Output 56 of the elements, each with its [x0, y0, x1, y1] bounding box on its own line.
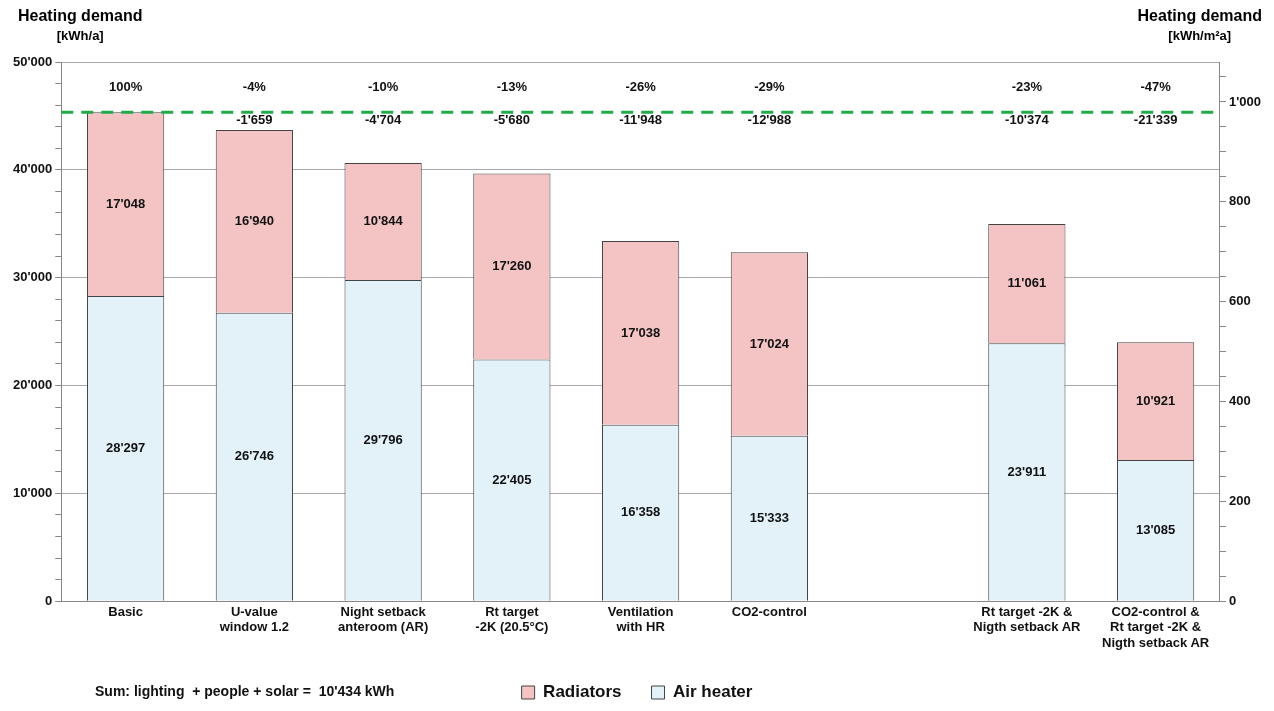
- y2-tick-label: 600: [1228, 293, 1251, 309]
- y2-tick-label: 800: [1228, 193, 1251, 209]
- data-label: 29'796: [363, 431, 403, 447]
- data-label: 16'940: [234, 213, 274, 229]
- x-tick-label: CO2-control & Rt target -2K & Nigth setback AR: [1102, 603, 1210, 650]
- y-tick-label: 20'000: [12, 377, 53, 393]
- data-label: 23'911: [1007, 463, 1047, 479]
- y-tick-label: 0: [45, 592, 53, 608]
- annotation: 100%: [108, 78, 143, 94]
- y-tick-label: 40'000: [12, 161, 53, 177]
- y2-axis-title: Heating demand [kWh/m²a]: [1137, 6, 1262, 45]
- data-label: 17'038: [620, 324, 661, 340]
- y-tick-label: 10'000: [12, 484, 53, 500]
- annotation: -21'339: [1133, 111, 1178, 127]
- y2-tick-label: 1'000: [1228, 93, 1261, 109]
- data-label: 26'746: [234, 448, 274, 464]
- x-tick-label: Night setback anteroom (AR): [337, 603, 429, 635]
- annotation: -4'704: [364, 111, 403, 127]
- annotation: -1'659: [236, 111, 273, 127]
- data-label: 10'844: [363, 212, 404, 228]
- data-label: 15'333: [749, 509, 789, 525]
- x-tick-label: U-value window 1.2: [218, 603, 290, 635]
- data-label: 22'405: [492, 471, 532, 487]
- annotation: -10'374: [1005, 111, 1050, 127]
- annotation: -23%: [1011, 78, 1043, 94]
- legend-label: Radiators: [543, 682, 622, 702]
- y-tick-label: 50'000: [12, 53, 53, 69]
- data-label: 17'048: [105, 195, 146, 211]
- x-tick-label: Basic: [108, 603, 143, 619]
- annotation: -4%: [242, 78, 267, 94]
- x-tick-label: Rt target -2K & Nigth setback AR: [973, 603, 1082, 635]
- data-label: 10'921: [1135, 392, 1176, 408]
- annotation: -29%: [754, 78, 785, 94]
- annotation: -11'948: [619, 111, 663, 127]
- data-label: 28'297: [105, 439, 146, 455]
- annotation: -10%: [367, 78, 399, 94]
- data-label: 17'260: [492, 258, 532, 274]
- y2-tick-label: 200: [1228, 492, 1251, 508]
- x-tick-label: CO2-control: [731, 603, 807, 619]
- annotation: -12'988: [747, 111, 792, 127]
- y2-tick-label: 0: [1228, 592, 1237, 608]
- legend-label: Air heater: [673, 682, 753, 702]
- data-label: 16'358: [620, 504, 661, 520]
- annotation: -5'680: [493, 111, 531, 127]
- x-tick-label: Rt target -2K (20.5°C): [475, 603, 549, 635]
- annotation: -47%: [1140, 78, 1172, 94]
- annotation: -13%: [496, 78, 528, 94]
- annotation: -26%: [625, 78, 657, 94]
- y2-tick-label: 400: [1228, 393, 1251, 409]
- data-label: 11'061: [1007, 275, 1047, 291]
- text: Sum: lighting + people + solar = 10'434 kWh: [95, 682, 395, 699]
- y-axis-title: Heating demand [kWh/a]: [18, 6, 143, 45]
- y-tick-label: 30'000: [12, 269, 53, 285]
- data-label: 13'085: [1135, 521, 1176, 537]
- data-label: 17'024: [749, 335, 790, 351]
- x-tick-label: Ventilation with HR: [607, 603, 674, 635]
